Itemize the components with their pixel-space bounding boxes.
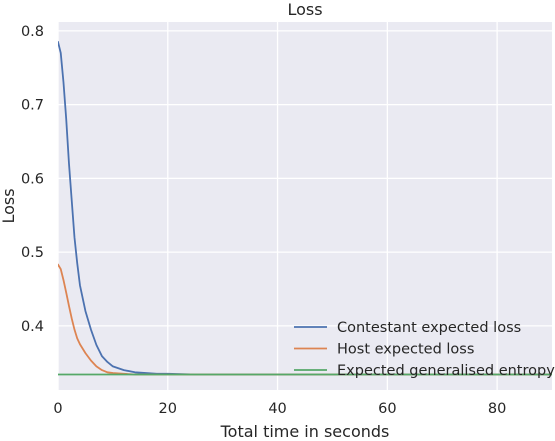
plot-background (58, 22, 552, 390)
y-tick-label: 0.8 (21, 24, 44, 40)
y-tick-label: 0.5 (21, 245, 44, 261)
x-axis-label: Total time in seconds (220, 422, 390, 441)
y-tick-label: 0.7 (21, 98, 44, 114)
legend-label: Host expected loss (337, 342, 474, 358)
chart-title: Loss (287, 0, 322, 19)
gridlines (57, 22, 552, 390)
y-tick-label: 0.4 (21, 319, 44, 335)
x-tick-label: 60 (378, 401, 396, 417)
x-tick-label: 40 (268, 401, 286, 417)
y-axis-ticks: 0.4 0.5 0.6 0.7 0.8 (21, 24, 44, 335)
legend-label: Contestant expected loss (337, 320, 521, 336)
y-axis-label: Loss (0, 188, 18, 223)
legend-label: Expected generalised entropy (337, 363, 555, 379)
series-lines (58, 41, 552, 376)
legend: Contestant expected loss Host expected lo… (294, 320, 555, 379)
y-tick-label: 0.6 (21, 171, 44, 187)
x-tick-label: 20 (159, 401, 177, 417)
x-tick-label: 0 (53, 401, 62, 417)
x-axis-ticks: 0 20 40 60 80 (53, 401, 506, 417)
x-tick-label: 80 (488, 401, 506, 417)
